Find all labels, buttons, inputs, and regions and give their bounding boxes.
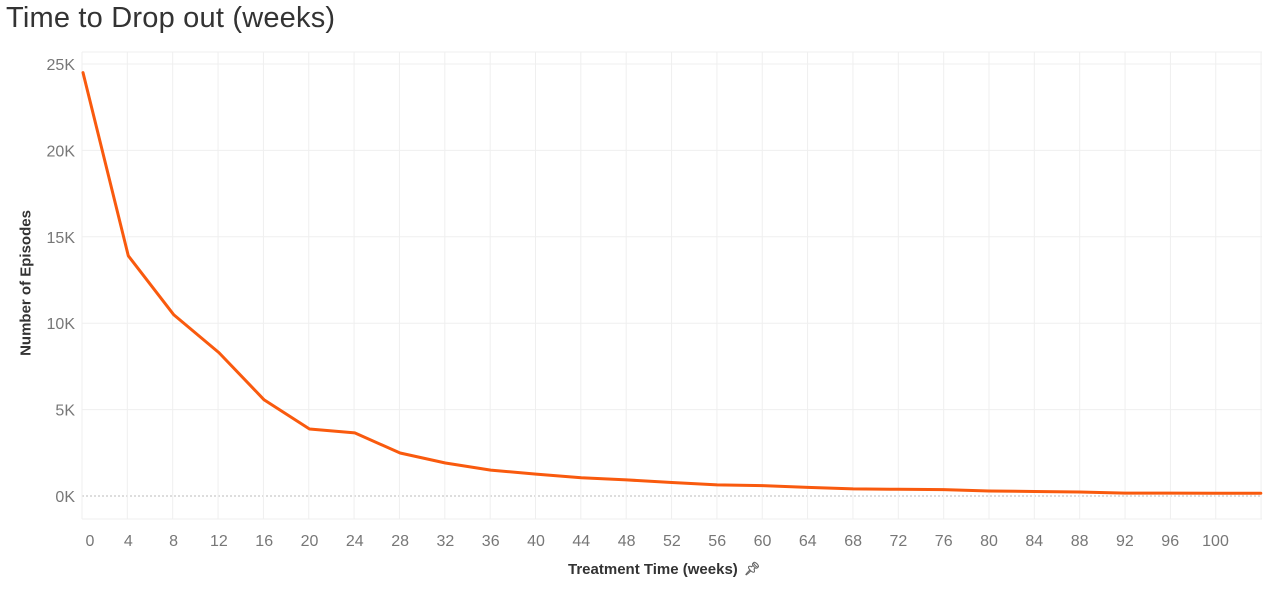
series-line-number-of-episodes[interactable] (81, 71, 1263, 495)
x-tick-label: 12 (210, 533, 228, 550)
x-tick-label: 8 (169, 533, 178, 550)
y-tick-label: 15K (47, 230, 76, 247)
x-axis-label-text: Treatment Time (weeks) (568, 561, 738, 578)
x-tick-label: 76 (935, 533, 953, 550)
y-axis-ticks: 0K 5K 10K 15K 20K 25K (47, 57, 76, 506)
x-tick-label: 60 (754, 533, 772, 550)
x-tick-label: 100 (1202, 533, 1229, 550)
x-tick-label: 48 (618, 533, 636, 550)
y-tick-label: 5K (55, 403, 75, 420)
x-tick-label: 20 (301, 533, 319, 550)
x-tick-label: 72 (890, 533, 908, 550)
x-tick-label: 92 (1116, 533, 1134, 550)
x-tick-label: 24 (346, 533, 364, 550)
x-tick-label: 52 (663, 533, 681, 550)
x-tick-label: 84 (1025, 533, 1043, 550)
x-tick-label: 80 (980, 533, 998, 550)
x-tick-label: 36 (482, 533, 500, 550)
x-tick-label: 44 (572, 533, 590, 550)
y-tick-label: 0K (55, 489, 75, 506)
y-tick-label: 20K (47, 143, 76, 160)
y-tick-label: 10K (47, 316, 76, 333)
x-axis-ticks: 0 4 8 12 16 20 24 28 32 36 40 44 48 52 56 60 64 68 72 76 80 8… (86, 533, 1229, 550)
x-tick-label: 28 (391, 533, 409, 550)
x-tick-label: 4 (124, 533, 133, 550)
x-tick-label: 64 (799, 533, 817, 550)
x-tick-label: 56 (708, 533, 726, 550)
pin-icon[interactable]: 📌︎ (743, 561, 761, 576)
chart-title: Time to Drop out (weeks) (6, 2, 336, 34)
x-tick-label: 96 (1161, 533, 1179, 550)
x-tick-label: 40 (527, 533, 545, 550)
grid-lines (81, 51, 1262, 520)
x-tick-label: 16 (255, 533, 273, 550)
x-tick-label: 32 (437, 533, 455, 550)
x-tick-label: 0 (86, 533, 95, 550)
x-axis-label: Treatment Time (weeks) 📌︎ (568, 561, 760, 578)
x-tick-label: 68 (844, 533, 862, 550)
x-tick-label: 88 (1071, 533, 1089, 550)
y-tick-label: 25K (47, 57, 76, 74)
